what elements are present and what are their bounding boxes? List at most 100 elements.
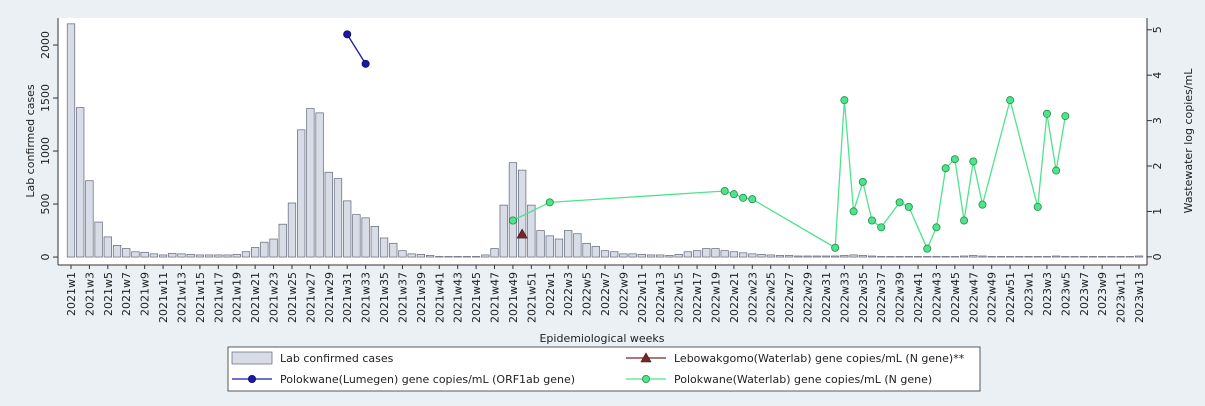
bar [508,162,518,258]
legend-label: Lab confirmed cases [280,352,394,365]
x-tick-label: 2023w11 [1115,272,1128,323]
line [346,34,367,65]
bar [1125,256,1134,258]
bar [913,256,923,258]
bar [398,250,407,258]
x-tick-label: 2021w5 [102,272,115,316]
bar [646,254,656,258]
x-tick-label: 2021w3 [83,272,96,316]
y-tick-label: 1500 [39,84,52,112]
bar [76,107,85,258]
point [868,216,877,225]
point [849,207,858,216]
x-tick-label: 2022w39 [894,272,907,323]
x-tick-label: 2022w5 [581,272,594,316]
point [858,177,867,186]
x-tick-label: 2021w7 [120,272,133,316]
bar [1024,256,1033,258]
bar [637,254,646,258]
bar [757,254,766,258]
x-tick-label: 2023w1 [1023,272,1036,316]
bar [748,253,757,258]
x-tick-label: 2022w17 [691,272,704,323]
bar [858,255,867,258]
bar [1107,256,1116,258]
bar [94,221,103,258]
bar [674,254,683,258]
bar [1015,256,1024,258]
bar [140,251,149,258]
x-tick-label: 2021w15 [194,272,207,323]
bar [904,256,913,258]
point [343,30,352,39]
bar [702,248,711,258]
bar [1134,255,1144,258]
x-tick-label: 2021w33 [360,272,373,323]
bar [1052,255,1061,258]
y2-tick-label: 2 [1151,163,1164,170]
bar [407,253,416,258]
point [1042,109,1051,118]
bar [840,255,849,258]
bar [536,230,545,258]
bar [600,250,610,258]
x-tick-label: 2023w3 [1041,272,1054,316]
bar [269,238,278,258]
bar [241,251,251,258]
x-tick-label: 2022w13 [654,272,667,323]
x-tick-label: 2021w51 [525,272,538,323]
bar [692,250,702,258]
x-tick-label: 2021w39 [415,272,428,323]
legend-swatch [231,351,273,365]
bar [315,112,324,258]
y2-tick-label: 4 [1151,72,1164,79]
bar [656,254,665,258]
x-tick-label: 2023w5 [1059,272,1072,316]
point [729,190,738,199]
bar [619,253,628,258]
bar [978,255,987,258]
bar [66,23,76,258]
y-tick-label: 0 [39,254,52,261]
x-tick-label: 2022w41 [912,272,925,323]
x-tick-label: 2022w15 [673,272,686,323]
bar [554,238,564,258]
y-axis-title: Lab confirmed cases [24,84,37,198]
bar [867,255,877,258]
point [969,157,978,166]
x-tick-label: 2021w43 [452,272,465,323]
bar [379,237,389,258]
bar [251,247,260,258]
y-tick-label: 500 [39,194,52,215]
bar [85,180,94,258]
bar [628,253,637,258]
x-tick-label: 2022w47 [967,272,980,323]
bar [720,250,729,258]
bar [361,217,370,258]
x-axis-title: Epidemiological weeks [539,332,664,345]
bar [1088,256,1098,258]
x-tick-label: 2023w13 [1133,272,1146,323]
bar [987,256,996,258]
bar [950,256,959,258]
bar [886,256,895,258]
legend-marker [247,374,256,383]
x-tick-label: 2021w9 [139,272,152,316]
bar [996,256,1006,258]
x-tick-label: 2022w21 [728,272,741,323]
bar [1005,256,1015,258]
bar [453,256,462,258]
bar [527,204,536,258]
bar [324,171,333,258]
bar [923,256,932,258]
bar [287,202,297,258]
y2-tick-label: 1 [1151,208,1164,215]
bar [1116,256,1125,258]
legend [227,346,981,392]
bar [481,254,490,258]
point [932,223,941,232]
bar [103,236,112,258]
bar [573,233,582,258]
x-tick-label: 2021w47 [489,272,502,323]
bar [389,242,398,258]
